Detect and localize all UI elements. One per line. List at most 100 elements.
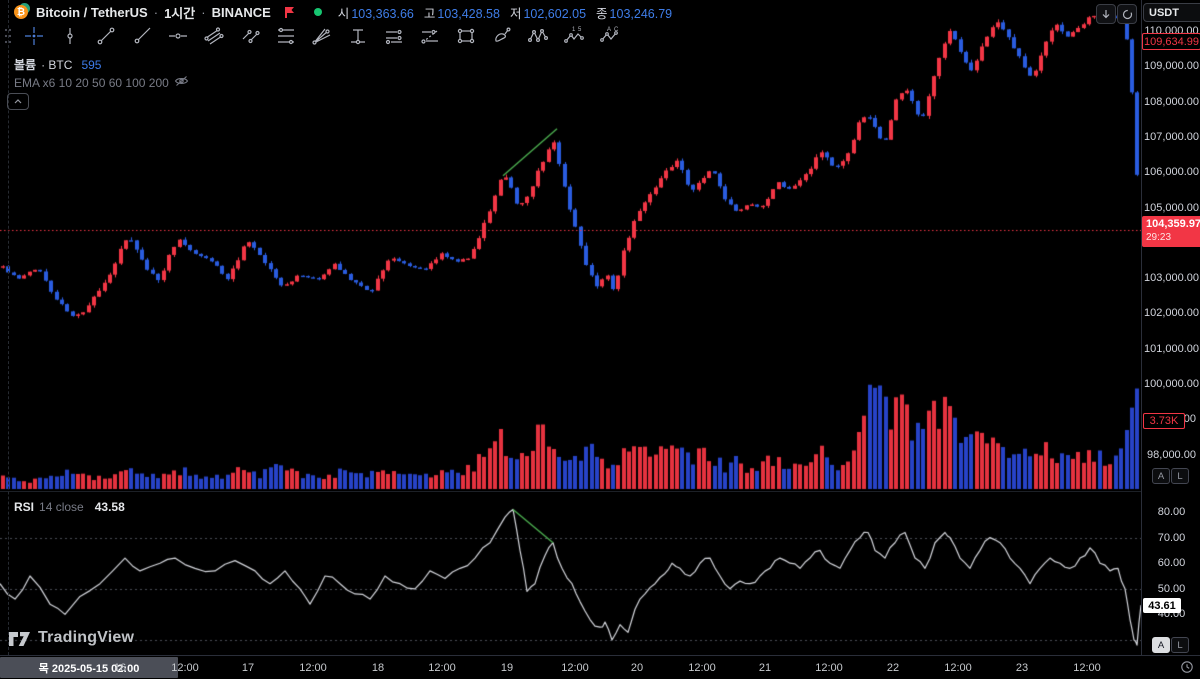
rectangle-tool-button[interactable] xyxy=(450,23,482,49)
rsi-legend[interactable]: RSI 14 close 43.58 xyxy=(14,500,125,514)
fib-channel-tool-button[interactable] xyxy=(378,23,410,49)
trend-line-tool-icon xyxy=(97,27,115,45)
price-tick-label: 107,000.00 xyxy=(1143,130,1200,143)
auto-scale-button[interactable]: A xyxy=(1152,468,1170,484)
time-tick-label: 21 xyxy=(758,662,772,674)
rsi-value-label: 43.61 xyxy=(1143,598,1181,613)
price-tick-label: 101,000.00 xyxy=(1143,342,1200,355)
svg-text:1: 1 xyxy=(572,27,576,33)
drag-handle-icon[interactable] xyxy=(2,25,14,47)
volume-value-label: 3.73K xyxy=(1143,413,1185,429)
disjoint-channel-tool-button[interactable] xyxy=(234,23,266,49)
currency-select[interactable]: USDT ▾ xyxy=(1143,3,1200,22)
rsi-tick-label: 60.00 xyxy=(1157,557,1186,570)
flag-icon[interactable] xyxy=(283,6,296,19)
horizontal-line-tool-icon xyxy=(169,33,187,39)
rsi-legend-value: 43.58 xyxy=(94,500,125,514)
scroll-down-button[interactable] xyxy=(1096,4,1116,24)
price-axis[interactable]: 110,000.00 109,000.00 108,000.00 107,000.00… xyxy=(1141,0,1200,655)
pitchfork-tool-button[interactable] xyxy=(306,23,338,49)
crosshair-date-label: 목 2025-05-15 02:00 xyxy=(0,657,178,678)
ray-tool-button[interactable] xyxy=(126,23,158,49)
interval-label[interactable]: 1시간 xyxy=(164,5,196,21)
separator: · xyxy=(153,4,159,20)
refresh-button[interactable] xyxy=(1117,4,1137,24)
rsi-tick-label: 70.00 xyxy=(1157,531,1186,544)
chart-canvas[interactable] xyxy=(0,0,1141,655)
symbol-title[interactable]: Bitcoin / TetherUS xyxy=(36,4,148,20)
alert-price-label[interactable]: 109,634.99 xyxy=(1142,33,1200,50)
time-tick-label: 12:00 xyxy=(1073,662,1101,674)
currency-value: USDT xyxy=(1149,6,1179,19)
trend-line-tool-button[interactable] xyxy=(90,23,122,49)
log-scale-button[interactable]: L xyxy=(1171,468,1189,484)
long-position-tool-button[interactable] xyxy=(342,23,374,49)
xabcd-pattern-tool-button[interactable] xyxy=(522,23,554,49)
collapse-pane-button[interactable] xyxy=(7,93,29,110)
pair-logo-icon: ₿ xyxy=(14,3,30,20)
time-axis[interactable]: 목 2025-05-15 02:00 16 12:00 17 12:00 18 12:00… xyxy=(0,655,1200,679)
parallel-channel-tool-icon xyxy=(204,27,224,45)
rectangle-tool-icon xyxy=(457,28,475,44)
fib-extension-tool-icon xyxy=(421,29,438,44)
ray-tool-icon xyxy=(134,27,151,44)
time-tick-label: 12:00 xyxy=(428,662,456,674)
fib-channel-tool-icon xyxy=(385,29,402,45)
brush-tool-icon xyxy=(495,27,511,42)
brush-tool-button[interactable] xyxy=(486,23,518,49)
time-tick-label: 12:00 xyxy=(299,662,327,674)
time-tick-label: 22 xyxy=(886,662,900,674)
volume-legend-title: 볼륨 xyxy=(14,58,37,72)
ema-legend[interactable]: EMA x6 10 20 50 60 100 200 xyxy=(14,75,189,90)
time-tick-label: 16 xyxy=(113,662,127,674)
time-tick-label: 18 xyxy=(371,662,385,674)
tradingview-watermark[interactable]: TradingView xyxy=(8,627,134,649)
rsi-legend-params: 14 close xyxy=(39,500,84,514)
last-price-value: 104,359.97 xyxy=(1146,218,1200,230)
volume-legend[interactable]: 볼륨 · BTC 595 xyxy=(14,56,101,73)
rsi-auto-scale-button[interactable]: A xyxy=(1152,637,1170,653)
last-price-label: 104,359.97 29:23 xyxy=(1142,216,1200,247)
circle-icon xyxy=(1122,9,1132,19)
price-tick-label: 103,000.00 xyxy=(1143,272,1200,285)
fib-extension-tool-button[interactable] xyxy=(414,23,446,49)
rsi-log-scale-button[interactable]: L xyxy=(1171,637,1189,653)
xabcd-pattern-tool-icon xyxy=(528,28,549,43)
tradingview-logo-icon xyxy=(9,632,30,646)
ohlc-values: 시 103,363.66 고 103,428.58 저 102,602.05 종 103… xyxy=(337,6,673,21)
market-status-icon[interactable] xyxy=(313,8,322,16)
time-tick-label: 12:00 xyxy=(171,662,199,674)
long-position-tool-icon xyxy=(351,29,365,45)
crosshair-tool-button[interactable] xyxy=(18,23,50,49)
time-tick-label: 12:00 xyxy=(561,662,589,674)
separator: · xyxy=(201,4,206,20)
pitchfork-tool-icon xyxy=(312,28,331,45)
eye-slash-icon[interactable] xyxy=(174,75,189,90)
price-tick-label: 109,000.00 xyxy=(1143,60,1200,73)
parallel-channel-tool-button[interactable] xyxy=(198,23,230,49)
price-tick-label: 102,000.00 xyxy=(1143,307,1200,320)
cross-line-tool-button[interactable] xyxy=(54,23,86,49)
tradingview-watermark-text: TradingView xyxy=(38,629,135,646)
price-tick-label: 106,000.00 xyxy=(1143,166,1200,179)
timezone-clock-icon[interactable] xyxy=(1180,660,1194,679)
left-toolbar-edge xyxy=(8,0,9,655)
price-tick-label: 100,000.00 xyxy=(1143,378,1200,390)
horizontal-line-tool-button[interactable] xyxy=(162,23,194,49)
volume-legend-pair: · BTC xyxy=(41,57,73,72)
pane-divider[interactable] xyxy=(0,491,1141,492)
rsi-tick-label: 80.00 xyxy=(1157,506,1186,518)
exchange-label: BINANCE xyxy=(211,4,271,20)
time-tick-label: 23 xyxy=(1015,662,1029,674)
fib-retracement-tool-button[interactable] xyxy=(270,23,302,49)
volume-legend-value: 595 xyxy=(81,57,102,72)
price-tick-label: 98,000.00 xyxy=(1147,448,1196,461)
price-tick-label: 105,000.00 xyxy=(1143,201,1200,214)
arrow-down-icon xyxy=(1102,10,1110,19)
disjoint-channel-tool-icon xyxy=(242,29,260,44)
